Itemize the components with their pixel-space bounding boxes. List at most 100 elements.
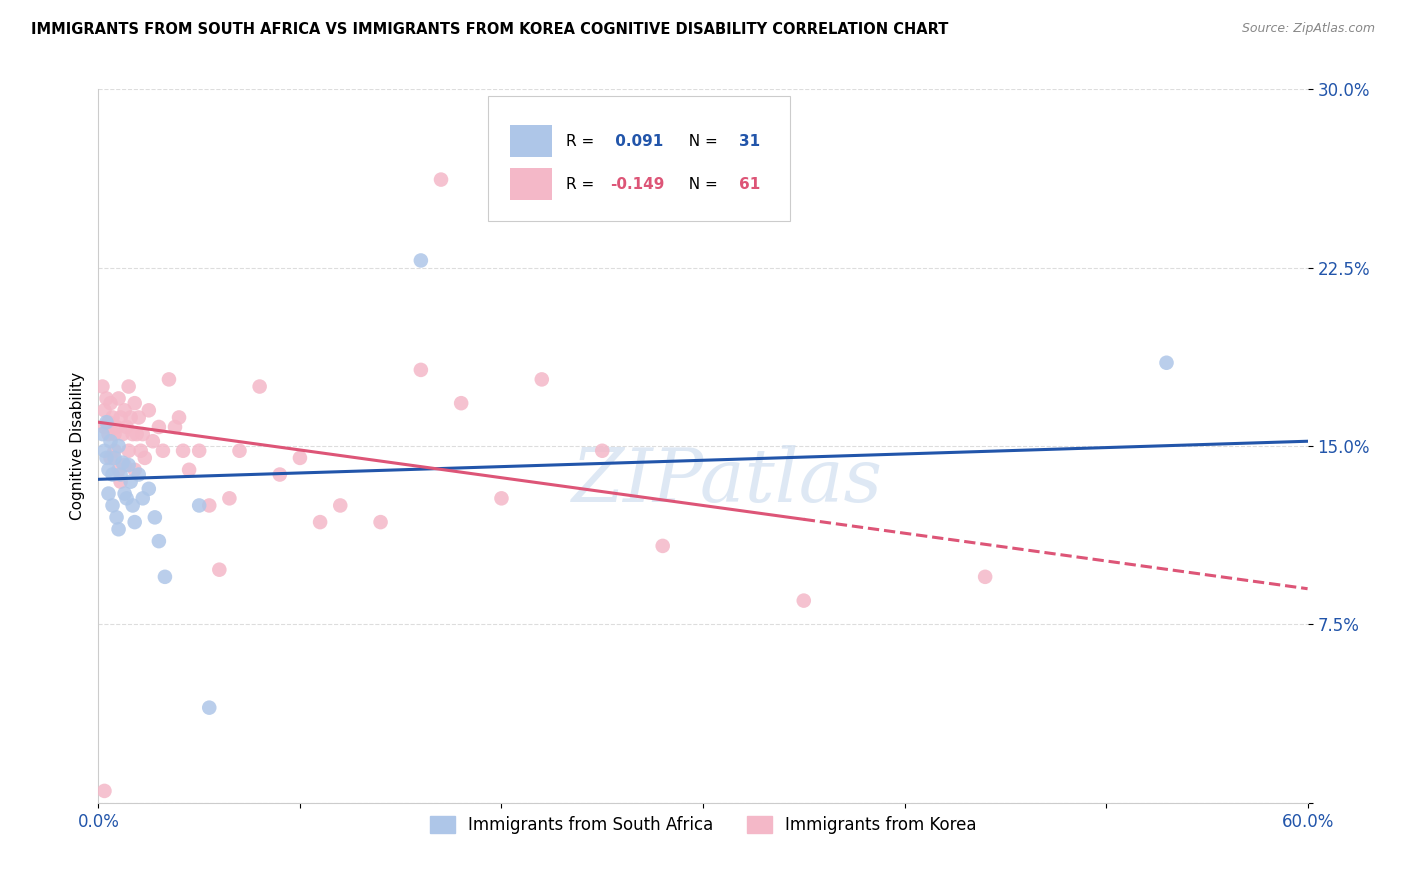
Point bbox=[142, 434, 165, 449]
Point bbox=[120, 475, 142, 489]
Point bbox=[93, 420, 115, 434]
Point bbox=[118, 443, 141, 458]
Point bbox=[101, 499, 124, 513]
Point bbox=[450, 396, 472, 410]
Point bbox=[134, 450, 156, 465]
Point bbox=[110, 467, 132, 482]
Point bbox=[124, 463, 146, 477]
Point bbox=[143, 510, 166, 524]
Point bbox=[409, 253, 432, 268]
Point bbox=[163, 420, 186, 434]
Point bbox=[114, 486, 136, 500]
Point bbox=[430, 172, 453, 186]
Point bbox=[114, 403, 136, 417]
Point bbox=[107, 463, 129, 477]
Point bbox=[179, 463, 201, 477]
Point bbox=[128, 467, 150, 482]
Point bbox=[118, 379, 141, 393]
Point bbox=[110, 410, 132, 425]
Text: N =: N = bbox=[679, 134, 723, 149]
Point bbox=[132, 427, 155, 442]
Text: Source: ZipAtlas.com: Source: ZipAtlas.com bbox=[1241, 22, 1375, 36]
Point bbox=[208, 563, 231, 577]
Point bbox=[974, 570, 997, 584]
Point bbox=[198, 499, 221, 513]
Point bbox=[97, 415, 120, 429]
Point bbox=[96, 392, 118, 406]
Text: IMMIGRANTS FROM SOUTH AFRICA VS IMMIGRANTS FROM KOREA COGNITIVE DISABILITY CORRE: IMMIGRANTS FROM SOUTH AFRICA VS IMMIGRAN… bbox=[31, 22, 948, 37]
Point bbox=[93, 443, 115, 458]
Point bbox=[110, 475, 132, 489]
Point bbox=[309, 515, 332, 529]
Point bbox=[100, 450, 122, 465]
Point bbox=[249, 379, 271, 393]
Text: R =: R = bbox=[567, 177, 599, 192]
Point bbox=[121, 499, 143, 513]
Point bbox=[124, 396, 146, 410]
Point bbox=[125, 427, 148, 442]
Point bbox=[97, 463, 120, 477]
Point bbox=[1156, 356, 1178, 370]
Text: ZIPatlas: ZIPatlas bbox=[572, 445, 883, 518]
FancyBboxPatch shape bbox=[488, 96, 790, 221]
Point bbox=[105, 510, 128, 524]
Point bbox=[124, 515, 146, 529]
Point bbox=[329, 499, 352, 513]
Point bbox=[269, 467, 291, 482]
Point bbox=[114, 458, 136, 472]
Point bbox=[96, 450, 118, 465]
Point bbox=[153, 570, 176, 584]
Point bbox=[138, 403, 160, 417]
Point bbox=[148, 420, 170, 434]
Point bbox=[218, 491, 240, 506]
Point bbox=[491, 491, 513, 506]
Point bbox=[97, 486, 120, 500]
Text: N =: N = bbox=[679, 177, 723, 192]
Point bbox=[91, 379, 114, 393]
Point bbox=[97, 427, 120, 442]
Point bbox=[132, 491, 155, 506]
Point bbox=[100, 434, 122, 449]
Point bbox=[288, 450, 311, 465]
Point bbox=[228, 443, 250, 458]
Point bbox=[96, 415, 118, 429]
Point bbox=[120, 410, 142, 425]
Point bbox=[121, 427, 143, 442]
Point bbox=[91, 427, 114, 442]
Text: 0.091: 0.091 bbox=[610, 134, 664, 149]
Point bbox=[188, 443, 211, 458]
Text: 61: 61 bbox=[740, 177, 761, 192]
Point bbox=[188, 499, 211, 513]
Point bbox=[148, 534, 170, 549]
Point bbox=[107, 439, 129, 453]
Text: 31: 31 bbox=[740, 134, 761, 149]
Point bbox=[101, 410, 124, 425]
Point bbox=[105, 420, 128, 434]
Point bbox=[152, 443, 174, 458]
Text: -0.149: -0.149 bbox=[610, 177, 664, 192]
Point bbox=[118, 458, 141, 472]
Point bbox=[157, 372, 180, 386]
FancyBboxPatch shape bbox=[509, 125, 551, 157]
Point bbox=[111, 456, 134, 470]
Point bbox=[370, 515, 392, 529]
Point bbox=[793, 593, 815, 607]
Point bbox=[167, 410, 190, 425]
Point bbox=[409, 363, 432, 377]
Point bbox=[128, 410, 150, 425]
Point bbox=[530, 372, 553, 386]
Y-axis label: Cognitive Disability: Cognitive Disability bbox=[69, 372, 84, 520]
Point bbox=[103, 427, 125, 442]
Point bbox=[111, 427, 134, 442]
Point bbox=[115, 420, 138, 434]
Point bbox=[172, 443, 194, 458]
Point bbox=[591, 443, 613, 458]
Point bbox=[107, 392, 129, 406]
Point bbox=[101, 467, 124, 482]
FancyBboxPatch shape bbox=[509, 168, 551, 200]
Point bbox=[103, 450, 125, 465]
Point bbox=[198, 700, 221, 714]
Point bbox=[93, 784, 115, 798]
Point bbox=[107, 522, 129, 536]
Point bbox=[129, 443, 152, 458]
